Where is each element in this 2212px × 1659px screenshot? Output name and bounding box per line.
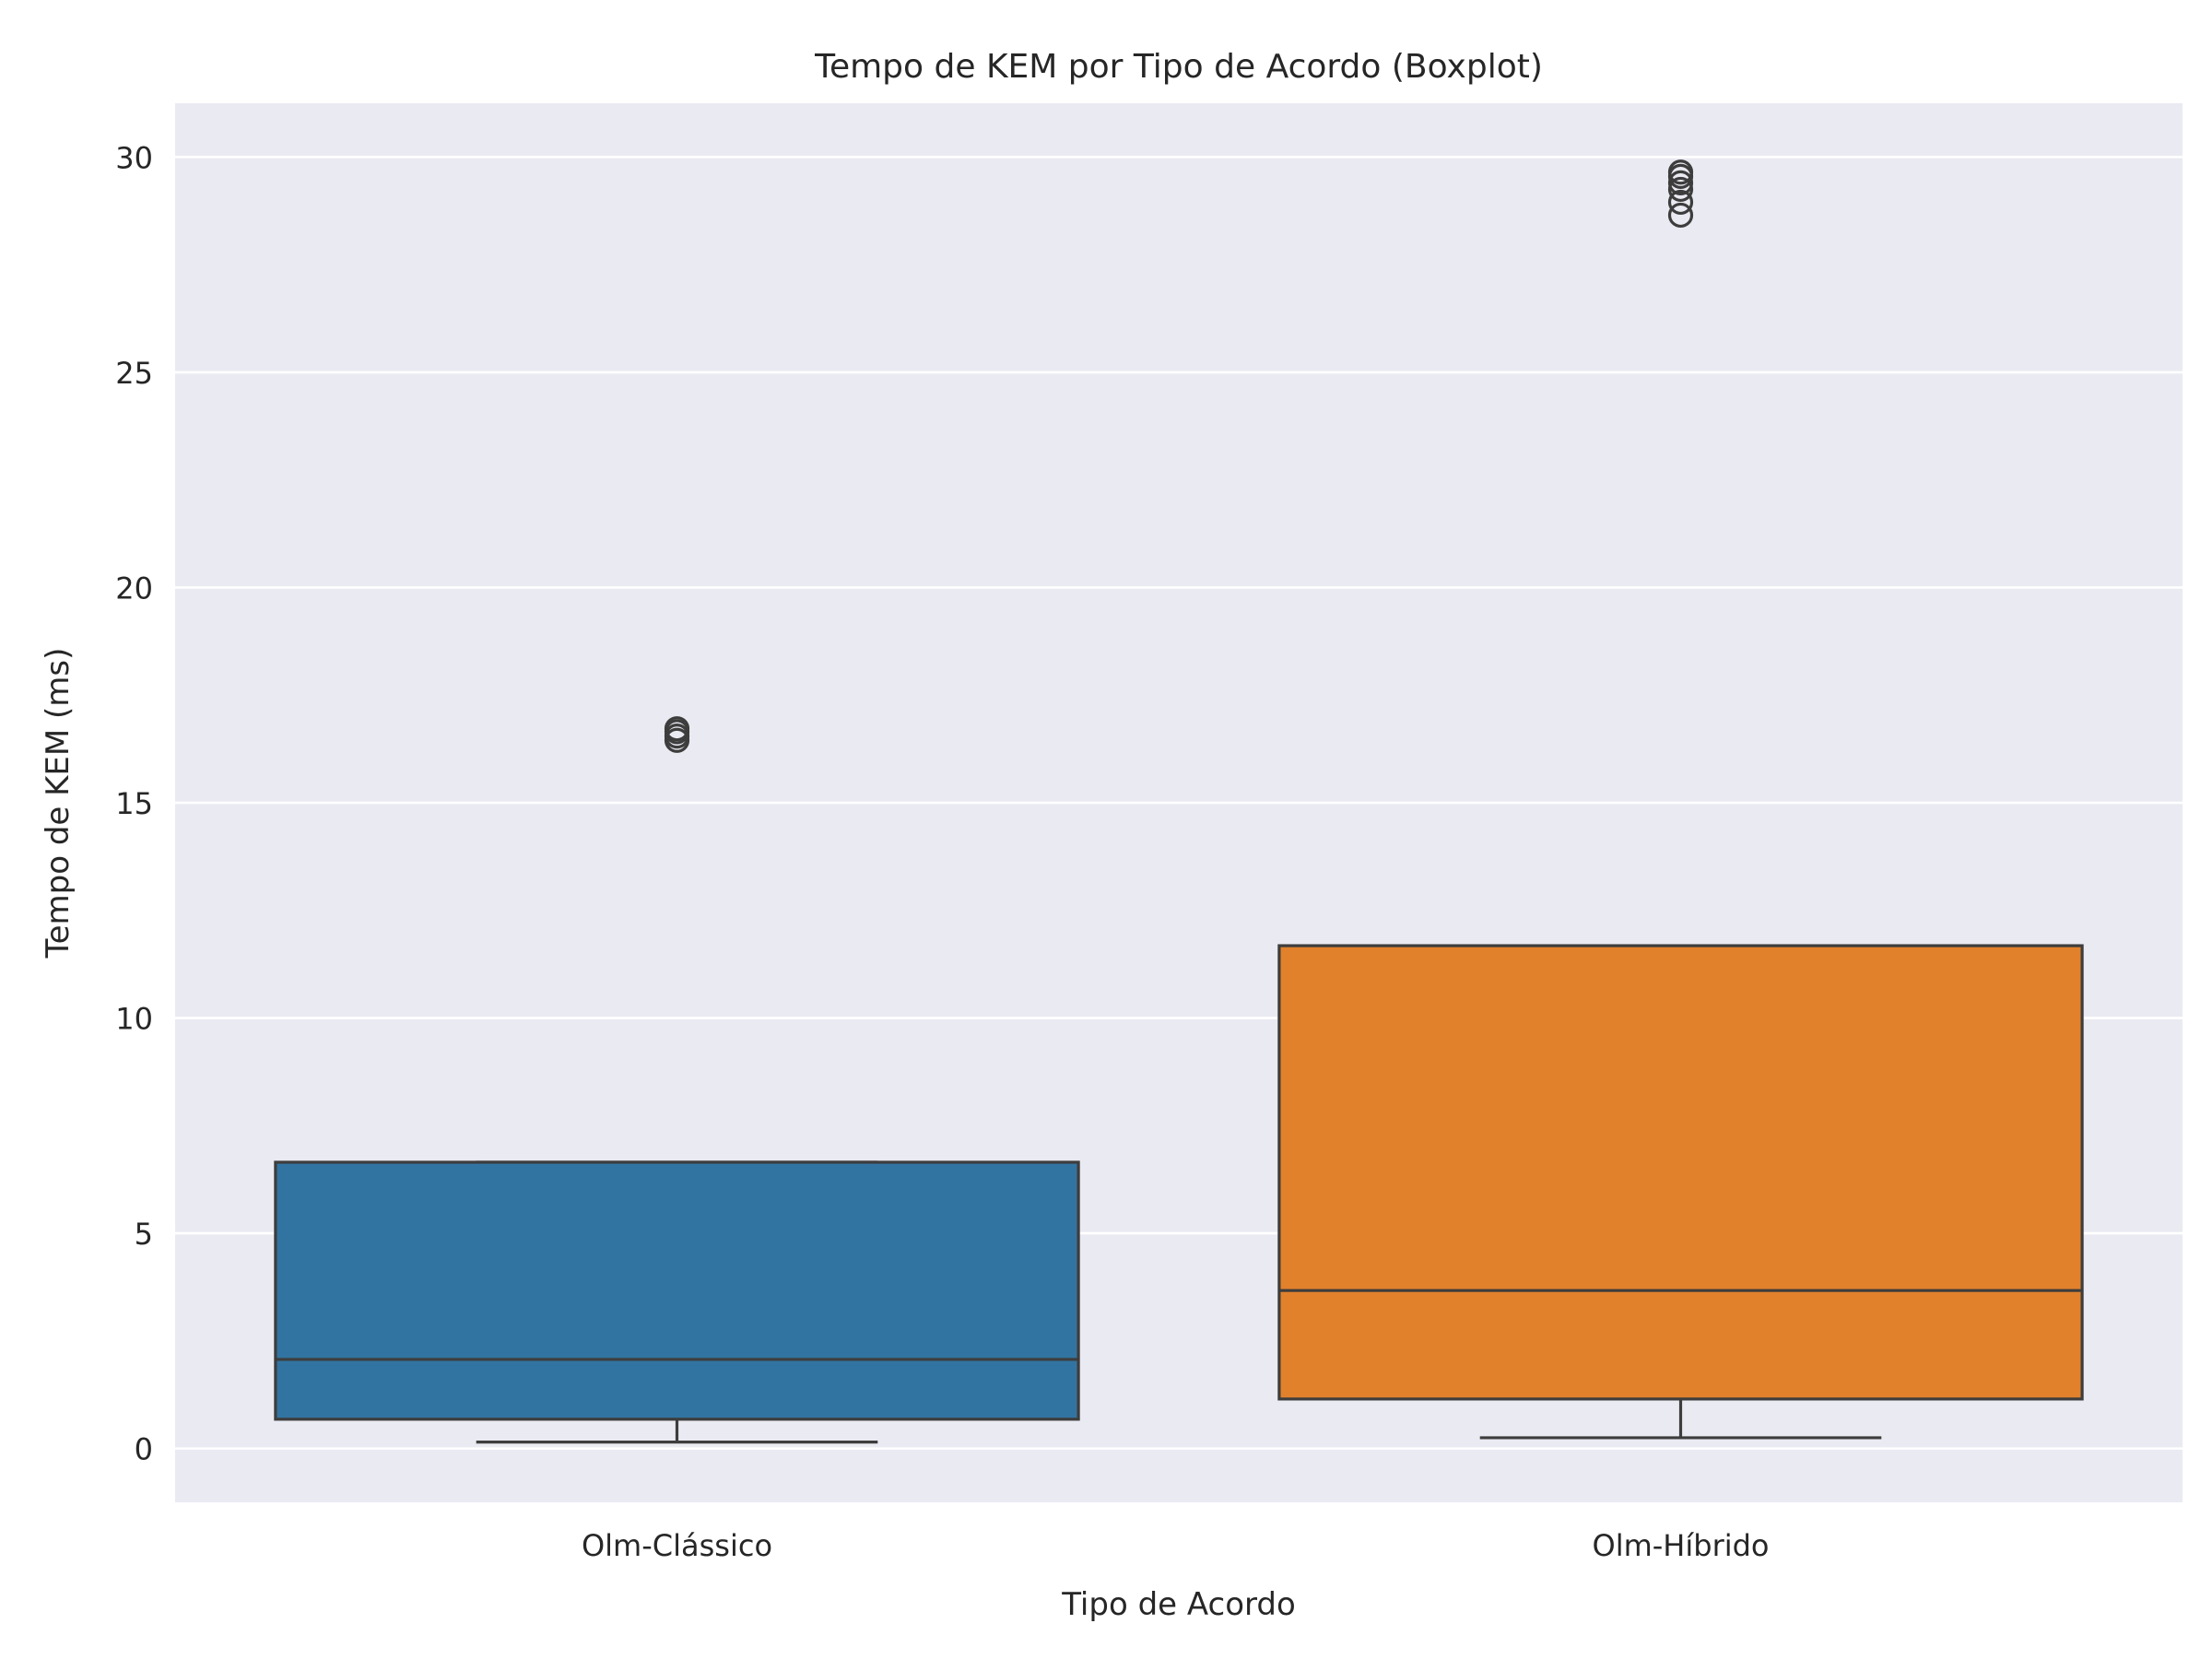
y-tick-label: 5 xyxy=(135,1217,153,1252)
chart-title: Tempo de KEM por Tipo de Acordo (Boxplot… xyxy=(814,48,1543,86)
x-tick-label: Olm-Híbrido xyxy=(1593,1528,1770,1563)
x-tick-labels: Olm-Clássico Olm-Híbrido xyxy=(582,1528,1770,1563)
box-group xyxy=(1277,159,2084,1440)
outlier-point xyxy=(1667,189,1694,216)
outlier-point xyxy=(1667,159,1694,185)
y-tick-label: 10 xyxy=(115,1002,153,1037)
x-axis-label: Tipo de Acordo xyxy=(1061,1586,1296,1623)
outlier-point xyxy=(1667,170,1694,196)
box-iqr xyxy=(1277,944,2084,1401)
y-tick-label: 0 xyxy=(135,1432,153,1467)
y-tick-label: 15 xyxy=(115,786,153,821)
outlier-point xyxy=(664,716,690,742)
outlier-point xyxy=(1667,176,1694,203)
box-iqr xyxy=(274,1160,1080,1421)
outlier-point xyxy=(1667,202,1694,229)
y-tick-label: 20 xyxy=(115,571,153,606)
y-tick-label: 25 xyxy=(115,356,153,391)
boxes xyxy=(274,159,2084,1444)
y-tick-labels: 0 5 10 15 20 25 30 xyxy=(115,140,153,1466)
box-group xyxy=(274,716,1080,1444)
y-axis-label: Tempo de KEM (ms) xyxy=(40,648,76,959)
y-tick-label: 30 xyxy=(115,140,153,175)
x-tick-label: Olm-Clássico xyxy=(582,1528,772,1563)
